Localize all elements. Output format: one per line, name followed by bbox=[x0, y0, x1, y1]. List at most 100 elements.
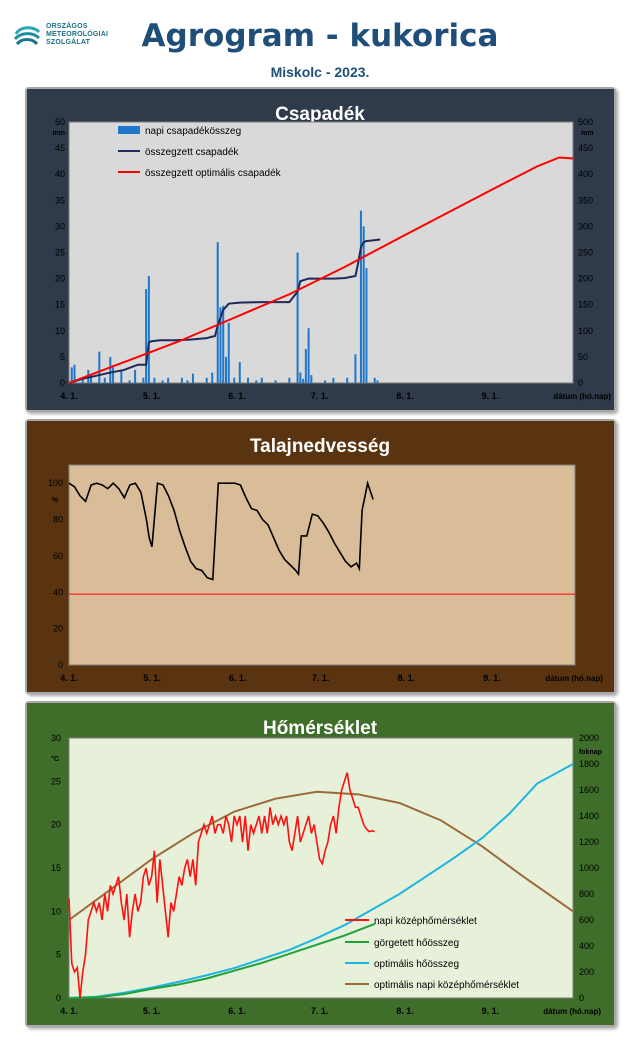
y2-axis-unit: mm bbox=[581, 130, 593, 137]
y-axis-unit: °C bbox=[51, 755, 59, 763]
y2-tick-label: 400 bbox=[578, 169, 593, 179]
precip-bar bbox=[224, 356, 227, 383]
plot-area bbox=[68, 464, 576, 666]
gdd-line bbox=[68, 922, 376, 999]
y-tick-label: 15 bbox=[51, 863, 61, 873]
y2-tick-label: 250 bbox=[578, 248, 593, 258]
x-tick-label: 8. 1. bbox=[398, 673, 416, 683]
x-axis-label: dátum (hó.nap) bbox=[545, 674, 603, 683]
y2-tick-label: 300 bbox=[578, 221, 593, 231]
soil-moisture-chart: Talajnedvesség 0 20 40 60 80 100% 4. 1. 5. 1. 6. … bbox=[27, 421, 614, 692]
y2-tick-label: 200 bbox=[579, 967, 594, 977]
precip-bar bbox=[302, 378, 305, 383]
precip-plot: 0510152025303540455005010015020025030035… bbox=[53, 117, 612, 401]
x-tick-label: 8. 1. bbox=[396, 1006, 414, 1016]
x-tick-label: 5. 1. bbox=[143, 673, 161, 683]
precip-bar bbox=[103, 377, 106, 383]
x-tick-label: 4. 1. bbox=[60, 673, 78, 683]
y-axis-unit: % bbox=[52, 497, 59, 504]
y-tick-label: 15 bbox=[55, 300, 65, 310]
precip-bar bbox=[211, 372, 214, 383]
y-tick-label: 40 bbox=[53, 587, 63, 597]
precip-bar bbox=[373, 377, 376, 383]
plot-area bbox=[68, 121, 574, 384]
org-name: ORSZÁGOS METEOROLÓGIAI SZOLGÁLAT bbox=[46, 23, 108, 47]
precip-bar bbox=[109, 356, 112, 383]
daily-temp-line bbox=[68, 772, 375, 999]
y2-tick-label: 2000 bbox=[579, 733, 599, 743]
y2-tick-label: 1000 bbox=[579, 863, 599, 873]
optimal-temp-line bbox=[68, 790, 574, 921]
legend-label: napi csapadékösszeg bbox=[145, 126, 241, 137]
y2-tick-label: 1200 bbox=[579, 837, 599, 847]
chart-title: Hőmérséklet bbox=[263, 718, 378, 739]
precip-bar bbox=[205, 377, 208, 383]
x-tick-label: 4. 1. bbox=[60, 391, 78, 401]
y2-tick-label: 1600 bbox=[579, 785, 599, 795]
x-tick-label: 7. 1. bbox=[312, 673, 330, 683]
precip-bar bbox=[304, 349, 307, 383]
soil-moisture-line bbox=[68, 480, 374, 581]
legend-swatch bbox=[118, 126, 140, 134]
y-tick-label: 0 bbox=[56, 993, 61, 1003]
legend-label: optimális hőösszeg bbox=[374, 959, 459, 970]
y-tick-label: 30 bbox=[51, 733, 61, 743]
precip-bar bbox=[362, 226, 365, 383]
precip-bar bbox=[81, 377, 84, 383]
precip-bar bbox=[167, 377, 170, 383]
x-tick-label: 7. 1. bbox=[311, 391, 329, 401]
precip-bar bbox=[90, 375, 93, 383]
precip-bar bbox=[98, 351, 101, 383]
y-tick-label: 0 bbox=[60, 378, 65, 388]
y-tick-label: 40 bbox=[55, 169, 65, 179]
precip-bar bbox=[128, 380, 131, 383]
org-line-2: METEOROLÓGIAI bbox=[46, 31, 109, 38]
x-tick-label: 9. 1. bbox=[483, 673, 501, 683]
precip-bar bbox=[307, 328, 310, 383]
precip-bar bbox=[365, 268, 368, 383]
precip-bar bbox=[180, 377, 183, 383]
precip-bar bbox=[346, 377, 349, 383]
plot-area bbox=[68, 737, 574, 999]
y2-tick-label: 400 bbox=[579, 941, 594, 951]
chart-title: Talajnedvesség bbox=[250, 436, 390, 457]
precip-bar bbox=[296, 252, 299, 383]
page-subtitle: Miskolc - 2023. bbox=[270, 64, 370, 80]
precipitation-chart: Csapadék05101520253035404550050100150200… bbox=[27, 89, 614, 410]
precip-bar bbox=[359, 210, 362, 383]
y2-axis-unit: foknap bbox=[579, 749, 602, 756]
precip-bar bbox=[120, 369, 123, 383]
precip-bar bbox=[216, 242, 219, 383]
legend-label: napi középhőmérséklet bbox=[374, 916, 477, 927]
page-header: ORSZÁGOS METEOROLÓGIAI SZOLGÁLAT Agrogra… bbox=[0, 0, 640, 88]
y-tick-label: 35 bbox=[55, 195, 65, 205]
x-tick-label: 4. 1. bbox=[60, 1006, 78, 1016]
precip-bar bbox=[134, 369, 137, 383]
temperature-plot: 0 5 10 15 20 25 30 0 200 400 600 800 1000 1200 1400 160… bbox=[51, 733, 602, 1016]
precip-bar bbox=[219, 307, 222, 383]
precip-bar bbox=[222, 305, 225, 383]
precip-bar bbox=[255, 380, 258, 383]
precip-bar bbox=[247, 377, 250, 383]
soil-moisture-panel: Talajnedvesség 0 20 40 60 80 100% 4. 1. 5. 1. 6. … bbox=[25, 419, 616, 694]
precip-bar bbox=[112, 367, 115, 383]
x-tick-label: 6. 1. bbox=[228, 391, 246, 401]
precip-bar bbox=[142, 377, 145, 383]
precip-bar bbox=[274, 380, 277, 383]
y2-tick-label: 100 bbox=[578, 326, 593, 336]
y2-tick-label: 500 bbox=[578, 117, 593, 127]
y-tick-label: 25 bbox=[55, 248, 65, 258]
cumulative-precip-line bbox=[68, 238, 381, 384]
precip-bar bbox=[332, 377, 335, 383]
org-line-3: SZOLGÁLAT bbox=[46, 39, 91, 46]
y-tick-label: 50 bbox=[55, 117, 65, 127]
precip-bar bbox=[299, 372, 302, 383]
precip-bar bbox=[145, 289, 148, 383]
precip-bar bbox=[73, 364, 76, 383]
y-tick-label: 10 bbox=[55, 326, 65, 336]
precip-bar bbox=[161, 380, 164, 383]
y-tick-label: 45 bbox=[55, 143, 65, 153]
precip-bar bbox=[324, 380, 327, 383]
legend-label: összegzett csapadék bbox=[145, 147, 239, 158]
y2-tick-label: 0 bbox=[578, 378, 583, 388]
